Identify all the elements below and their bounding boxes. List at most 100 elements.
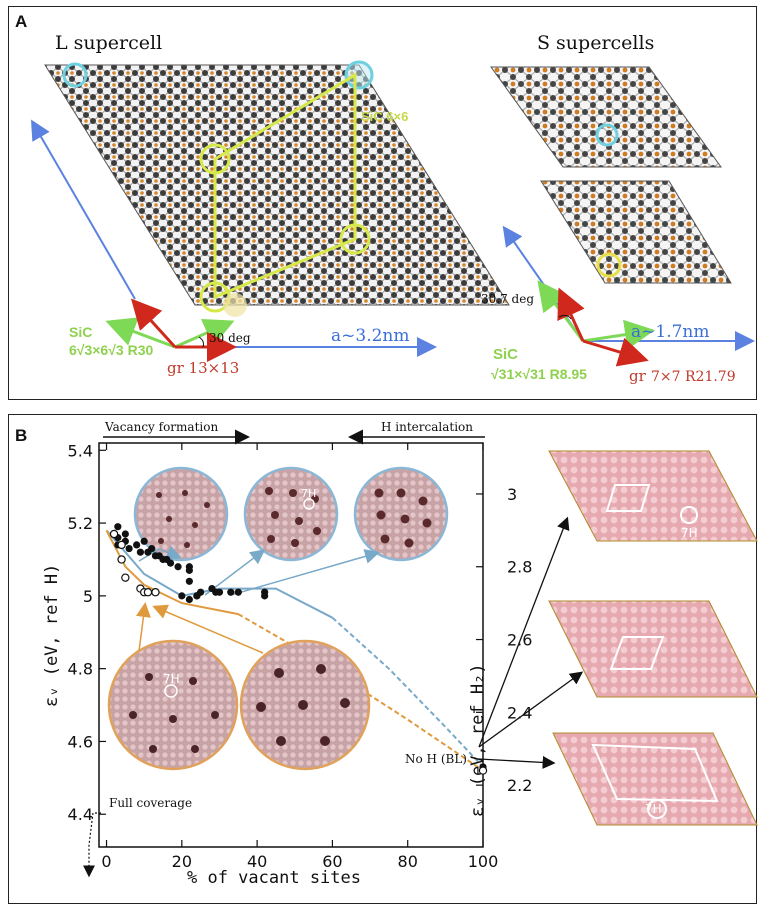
data-point	[197, 588, 205, 596]
data-point	[114, 523, 122, 531]
data-point	[143, 588, 153, 597]
7h-marker	[303, 498, 315, 510]
inset-defects	[156, 487, 432, 548]
data-point	[140, 537, 148, 545]
y-right-tick-label: 2.4	[507, 703, 532, 722]
a-vector-arrow	[30, 119, 136, 300]
inset-vacancy-mid	[243, 466, 339, 562]
sic-vector-arrow	[105, 317, 176, 349]
y-tick-label: 4.8	[68, 660, 93, 679]
full-coverage-arrow	[83, 812, 101, 878]
a-left-label: a~3.2nm	[331, 326, 409, 346]
cyan-marker	[595, 123, 619, 147]
h-intercalation-label: H intercalation	[381, 420, 473, 434]
data-point	[109, 529, 119, 539]
data-point	[227, 588, 235, 596]
y-tick-label: 4.6	[68, 732, 93, 751]
l-supercell-title: L supercell	[55, 32, 162, 54]
panel-a-label: A	[15, 12, 27, 31]
y-tick-label: 5.4	[68, 441, 93, 460]
inset-vacancy-low	[133, 466, 229, 562]
structure-bottom: 7H	[552, 732, 758, 826]
curve-solid	[105, 529, 239, 616]
no-h-bl-label: No H (BL)	[405, 752, 467, 766]
cyan-marker	[344, 60, 374, 90]
sic-vector-arrow	[582, 319, 655, 350]
y-tick-label: 5.2	[68, 514, 93, 533]
x-tick-label: 80	[398, 852, 418, 871]
x-tick-label: 20	[172, 852, 192, 871]
data-point	[185, 566, 193, 574]
data-point	[215, 588, 224, 596]
inset-vacancy-high	[353, 466, 449, 562]
data-point	[121, 530, 129, 538]
gr-left-label: gr 13×13	[167, 359, 239, 377]
panel-a: A L supercell S supercells SiC 6×6 30 de…	[8, 6, 757, 400]
data-point	[185, 577, 193, 585]
inset-connector	[230, 549, 380, 596]
data-point	[117, 555, 126, 564]
data-point	[151, 588, 160, 597]
y-right-tick-label: 3	[507, 485, 517, 504]
inset-defects	[129, 664, 350, 753]
inset-7h-label: 7H	[163, 672, 180, 686]
yellow-marker	[339, 223, 371, 255]
data-point	[261, 592, 269, 600]
curve-dashed	[331, 616, 483, 768]
y-axis-label-right: εᵥ (eV, ref H₂)	[468, 663, 488, 817]
gr-vector-arrow	[557, 287, 585, 342]
inset-connector	[138, 545, 182, 562]
structure-7h-label: 7H	[681, 526, 698, 540]
s-supercell-bottom	[540, 180, 732, 284]
data-point	[178, 592, 186, 600]
y-right-tick-label: 2.8	[507, 558, 532, 577]
x-tick-label: 100	[468, 852, 499, 871]
x-tick-label: 40	[247, 852, 267, 871]
data-point	[185, 595, 193, 604]
inset-hydrogen-low	[107, 639, 239, 771]
data-point	[117, 540, 126, 550]
structure-middle	[548, 600, 758, 698]
sic-6x6-cell-edge	[214, 238, 356, 298]
sic-left-label-2: 6√3×6√3 R30	[69, 342, 153, 358]
data-point	[148, 544, 156, 553]
panel-b: B Vacancy formation H intercalation 0 20 4…	[8, 414, 758, 904]
structure-arrow	[478, 755, 556, 769]
s-supercell-top	[490, 66, 722, 168]
structure-7h-label: 7H	[645, 802, 662, 816]
data-point	[174, 563, 182, 571]
structure-arrow	[478, 671, 584, 748]
gr-vector-arrow	[582, 337, 649, 367]
panel-b-label: B	[15, 426, 27, 445]
inset-connector	[136, 602, 151, 652]
sic-vector-arrow	[174, 319, 235, 349]
x-tick-label: 60	[322, 852, 342, 871]
s-supercells-title: S supercells	[537, 32, 654, 54]
data-point	[125, 544, 133, 553]
data-point	[166, 559, 175, 567]
gr-vector-arrow	[130, 298, 177, 349]
inset-connector	[152, 604, 264, 654]
vacancy-formation-label: Vacancy formation	[104, 420, 218, 434]
sic-left-label-1: SiC	[69, 324, 92, 340]
sic-right-label-2: √31×√31 R8.95	[491, 366, 587, 382]
plot-frame	[98, 442, 484, 848]
structure-arrow	[478, 516, 570, 748]
x-axis-label: % of vacant sites	[187, 868, 361, 888]
yellow-marker	[596, 252, 622, 278]
a-right-label: a~1.7nm	[631, 322, 709, 342]
yellow-marker-fill	[223, 293, 247, 317]
inset-7h-label: 7H	[301, 487, 316, 500]
y-axis-label-left: εᵥ (eV, ref H)	[42, 564, 62, 707]
angle-arc	[558, 314, 572, 320]
angle-30-7-label: 30.7 deg	[481, 292, 534, 306]
y-tick-label: 5	[83, 587, 93, 606]
data-point	[121, 573, 130, 582]
y-right-tick-label: 2.2	[507, 776, 532, 795]
full-coverage-label: Full coverage	[109, 796, 192, 810]
data-point	[234, 588, 242, 596]
y-tick-label: 4.4	[68, 805, 93, 824]
structure-top: 7H	[548, 450, 758, 542]
panel-b-svg: B Vacancy formation H intercalation 0 20 4…	[15, 420, 758, 888]
l-supercell-lattice	[44, 64, 510, 306]
